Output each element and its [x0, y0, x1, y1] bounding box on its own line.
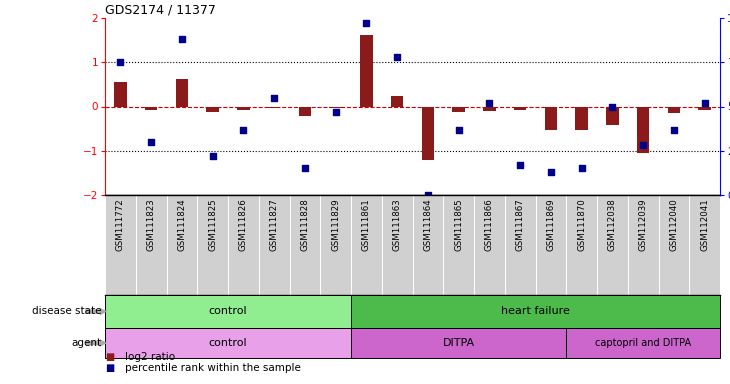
Text: GSM111866: GSM111866: [485, 198, 494, 251]
Bar: [575, 106, 588, 129]
Text: GSM112040: GSM112040: [669, 198, 678, 251]
Text: GDS2174 / 11377: GDS2174 / 11377: [105, 4, 216, 17]
Text: control: control: [209, 338, 247, 348]
Text: GSM111826: GSM111826: [239, 198, 248, 251]
Text: GSM111829: GSM111829: [331, 198, 340, 251]
Text: percentile rank within the sample: percentile rank within the sample: [125, 363, 301, 373]
Point: [361, 20, 372, 26]
Bar: [351, 295, 720, 328]
Point: [145, 139, 157, 145]
Point: [607, 103, 618, 109]
Point: [576, 166, 588, 172]
Bar: [422, 106, 434, 161]
Text: agent: agent: [72, 338, 101, 348]
Point: [453, 126, 464, 132]
Bar: [268, 106, 280, 108]
Bar: [606, 106, 618, 125]
Point: [699, 100, 710, 106]
Point: [207, 153, 218, 159]
Text: GSM111863: GSM111863: [393, 198, 402, 251]
Bar: [545, 106, 557, 129]
Point: [668, 126, 680, 132]
Bar: [699, 106, 711, 109]
Text: GSM111869: GSM111869: [546, 198, 556, 251]
Text: GSM112038: GSM112038: [608, 198, 617, 251]
Text: DITPA: DITPA: [442, 338, 474, 348]
Point: [391, 54, 403, 60]
Bar: [391, 96, 403, 106]
Text: GSM111828: GSM111828: [300, 198, 310, 251]
Text: GSM111772: GSM111772: [116, 198, 125, 251]
Bar: [114, 82, 126, 106]
Text: GSM111864: GSM111864: [423, 198, 432, 251]
Point: [176, 36, 188, 42]
Text: GSM111865: GSM111865: [454, 198, 463, 251]
Point: [483, 100, 495, 106]
Bar: [207, 106, 219, 112]
Bar: [105, 328, 351, 358]
Point: [115, 59, 126, 65]
Point: [269, 94, 280, 101]
Text: GSM111867: GSM111867: [515, 198, 525, 251]
Point: [237, 126, 249, 132]
Text: heart failure: heart failure: [501, 306, 570, 316]
Text: GSM112041: GSM112041: [700, 198, 709, 251]
Text: GSM111861: GSM111861: [362, 198, 371, 251]
Bar: [299, 106, 311, 116]
Text: GSM111827: GSM111827: [269, 198, 279, 251]
Text: log2 ratio: log2 ratio: [125, 352, 174, 362]
Bar: [360, 35, 372, 106]
Bar: [176, 79, 188, 106]
Text: ■: ■: [105, 363, 115, 373]
Point: [514, 162, 526, 168]
Text: GSM111824: GSM111824: [177, 198, 186, 251]
Point: [299, 166, 311, 172]
Bar: [145, 106, 157, 110]
Bar: [351, 328, 566, 358]
Bar: [483, 106, 496, 111]
Point: [330, 109, 342, 115]
Text: GSM111870: GSM111870: [577, 198, 586, 251]
Bar: [329, 106, 342, 108]
Text: GSM111825: GSM111825: [208, 198, 217, 251]
Text: GSM111823: GSM111823: [147, 198, 155, 251]
Text: GSM112039: GSM112039: [639, 198, 648, 251]
Text: disease state: disease state: [32, 306, 101, 316]
Point: [422, 192, 434, 198]
Bar: [668, 106, 680, 113]
Bar: [637, 106, 649, 153]
Point: [545, 169, 557, 175]
Text: ■: ■: [105, 352, 115, 362]
Text: control: control: [209, 306, 247, 316]
Bar: [514, 106, 526, 110]
Point: [637, 142, 649, 149]
Text: captopril and DITPA: captopril and DITPA: [595, 338, 691, 348]
Bar: [105, 295, 351, 328]
Bar: [453, 106, 465, 112]
Bar: [237, 106, 250, 110]
Bar: [566, 328, 720, 358]
